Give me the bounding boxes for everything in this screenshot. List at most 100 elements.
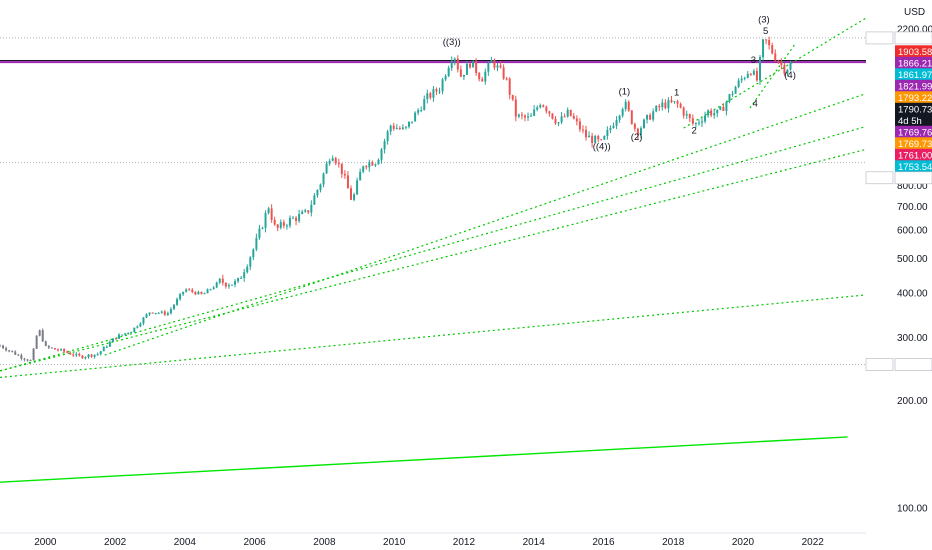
candle-body <box>731 93 734 95</box>
candle-body <box>215 282 218 288</box>
candle-body <box>169 308 172 314</box>
candle-body <box>56 349 59 351</box>
x-tick-label: 2020 <box>732 537 755 548</box>
candle-body <box>627 101 630 111</box>
candle-body <box>551 113 554 119</box>
x-tick-label: 2008 <box>313 537 336 548</box>
candle-body <box>246 266 249 273</box>
y-tick-label: 100.00 <box>897 503 928 514</box>
candle-body <box>392 125 395 129</box>
candle-body <box>609 127 612 131</box>
candle-body <box>639 128 642 136</box>
candle-body <box>221 278 224 283</box>
candle-body <box>362 166 365 172</box>
candle-body <box>404 126 407 128</box>
candle-body <box>234 281 237 285</box>
y-tick-label: 200.00 <box>897 396 928 407</box>
currency-label: USD <box>904 7 925 18</box>
trendline <box>749 43 796 109</box>
candle-body <box>560 116 563 123</box>
x-tick-label: 2022 <box>802 537 825 548</box>
candle-body <box>749 73 752 75</box>
candle-body <box>762 39 765 58</box>
candle-body <box>658 105 661 108</box>
candle-body <box>389 125 392 132</box>
candle-body <box>127 332 130 334</box>
price-badge <box>895 137 932 150</box>
candle-body <box>618 115 621 120</box>
y-tick-label: 600.00 <box>897 226 928 237</box>
candle-body <box>682 107 685 116</box>
candle-body <box>435 89 438 92</box>
candle-body <box>20 355 23 359</box>
candle-body <box>270 208 273 220</box>
candle-body <box>264 213 267 228</box>
candle-body <box>502 67 505 79</box>
candle-body <box>343 173 346 176</box>
candle-body <box>157 312 160 314</box>
y-tick-label: 300.00 <box>897 333 928 344</box>
candle-body <box>182 291 185 295</box>
candle-body <box>142 317 145 324</box>
candle-body <box>310 204 313 213</box>
wave-label: (1) <box>619 87 631 98</box>
candle-body <box>212 287 215 290</box>
candle-body <box>47 345 50 348</box>
candle-body <box>600 139 603 141</box>
price-badge-tag <box>865 171 894 185</box>
candle-body <box>417 110 420 113</box>
candle-body <box>139 323 142 327</box>
candle-body <box>591 135 594 143</box>
candle-body <box>313 195 316 205</box>
candle-body <box>374 164 377 166</box>
candle-body <box>722 106 725 111</box>
candle-body <box>530 115 533 117</box>
candle-body <box>368 162 371 168</box>
candle-body <box>768 40 771 46</box>
candle-body <box>713 113 716 116</box>
candle-body <box>667 100 670 109</box>
trendlines <box>0 5 887 483</box>
price-badge <box>895 148 932 161</box>
candle-body <box>203 293 206 295</box>
candle-body <box>75 353 78 356</box>
price-badge-tag-text: Avg <box>870 173 886 184</box>
candle-body <box>53 348 56 350</box>
candle-body <box>481 79 484 82</box>
candle-body <box>624 101 627 110</box>
candle-body <box>349 188 352 200</box>
candle-body <box>563 116 566 118</box>
candle-body <box>755 70 758 81</box>
candle-body <box>554 118 557 124</box>
price-badge <box>895 56 932 69</box>
price-badge-text: 2075.14 <box>898 33 932 44</box>
candle-body <box>548 111 551 114</box>
candle-body <box>295 217 298 221</box>
candle-body <box>685 114 688 116</box>
candle-body <box>261 227 264 229</box>
candle-body <box>38 330 41 336</box>
candle-body <box>118 334 121 339</box>
candle-body <box>578 121 581 130</box>
x-tick-label: 2004 <box>174 537 197 548</box>
candle-body <box>237 278 240 282</box>
candle-body <box>328 160 331 164</box>
candle-body <box>23 358 26 360</box>
x-tick-label: 2002 <box>104 537 127 548</box>
candle-body <box>505 78 508 80</box>
candle-body <box>511 94 514 100</box>
candle-body <box>78 353 81 356</box>
price-badge-text: 1790.73 <box>898 104 932 115</box>
candle-body <box>292 217 295 219</box>
candle-body <box>426 93 429 100</box>
candle-body <box>288 217 291 226</box>
candle-body <box>26 359 29 361</box>
candle-body <box>700 121 703 123</box>
candle-body <box>14 351 17 355</box>
candle-body <box>319 184 322 190</box>
candle-body <box>50 347 53 349</box>
trendline <box>0 436 848 483</box>
candle-body <box>728 94 731 102</box>
candle-body <box>285 225 288 227</box>
